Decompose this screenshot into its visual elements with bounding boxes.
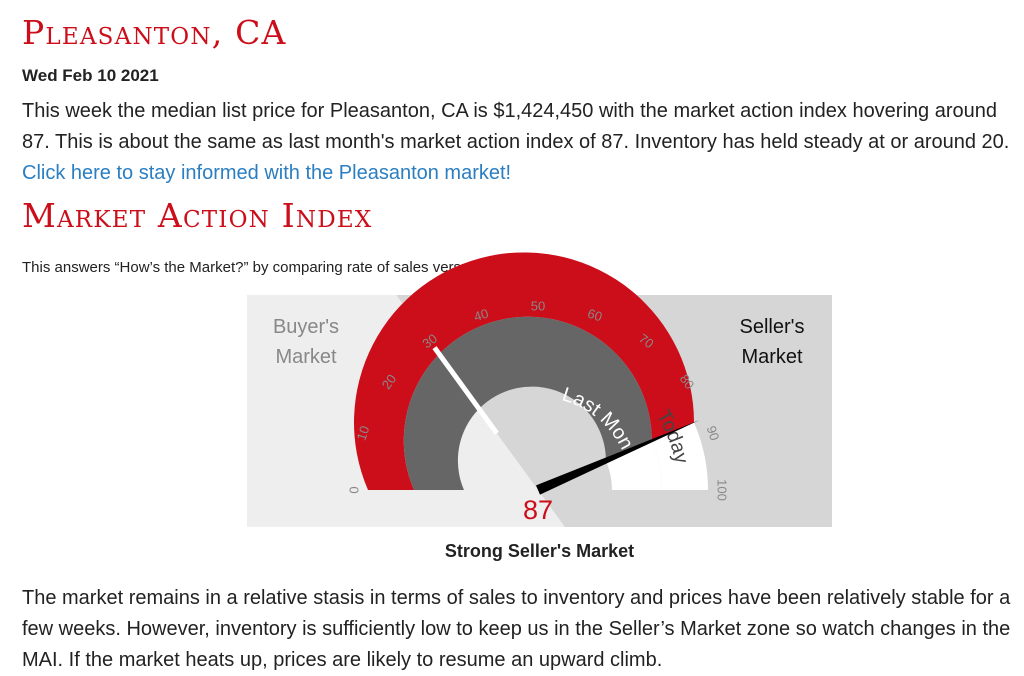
stay-informed-link[interactable]: Click here to stay informed with the Ple… xyxy=(22,162,512,184)
tick-label: 90 xyxy=(704,424,723,442)
report-date: Wed Feb 10 2021 xyxy=(22,66,159,85)
last-month-track xyxy=(605,440,662,490)
city-title: Pleasanton, CA xyxy=(22,13,287,52)
gauge-value: 87 xyxy=(523,495,553,525)
buyer-zone-label: Buyer's xyxy=(273,316,339,338)
section-title: Market Action Index xyxy=(22,196,373,235)
intro-paragraph: This week the median list price for Plea… xyxy=(22,96,1022,189)
gauge-needle xyxy=(536,420,700,495)
last-month-arc xyxy=(403,316,652,490)
tick-label: 70 xyxy=(636,331,657,352)
threshold-line xyxy=(432,346,499,435)
outro-paragraph: The market remains in a relative stasis … xyxy=(22,587,1011,671)
market-verdict: Strong Seller's Market xyxy=(444,541,635,561)
tick-label: 10 xyxy=(354,424,373,442)
tick-label: 40 xyxy=(472,306,490,325)
tick-label: 30 xyxy=(420,331,441,352)
tick-label: 0 xyxy=(346,486,361,493)
today-track xyxy=(651,422,708,490)
buyer-zone-label: Market xyxy=(275,346,337,368)
tick-label: 20 xyxy=(379,372,400,393)
tick-labels: 0 10 20 30 40 50 60 70 80 90 100 xyxy=(346,298,729,500)
seller-zone-label: Seller's xyxy=(740,316,805,338)
intro-text: This week the median list price for Plea… xyxy=(22,100,1010,153)
section-subtitle: This answers “How’s the Market?” by comp… xyxy=(22,259,545,276)
tick-label: 50 xyxy=(531,298,545,313)
tick-label: 80 xyxy=(677,372,698,393)
today-arc xyxy=(354,252,694,490)
seller-zone-label: Market xyxy=(741,346,803,368)
tick-label: 60 xyxy=(586,306,604,325)
tick-label: 100 xyxy=(715,479,730,501)
